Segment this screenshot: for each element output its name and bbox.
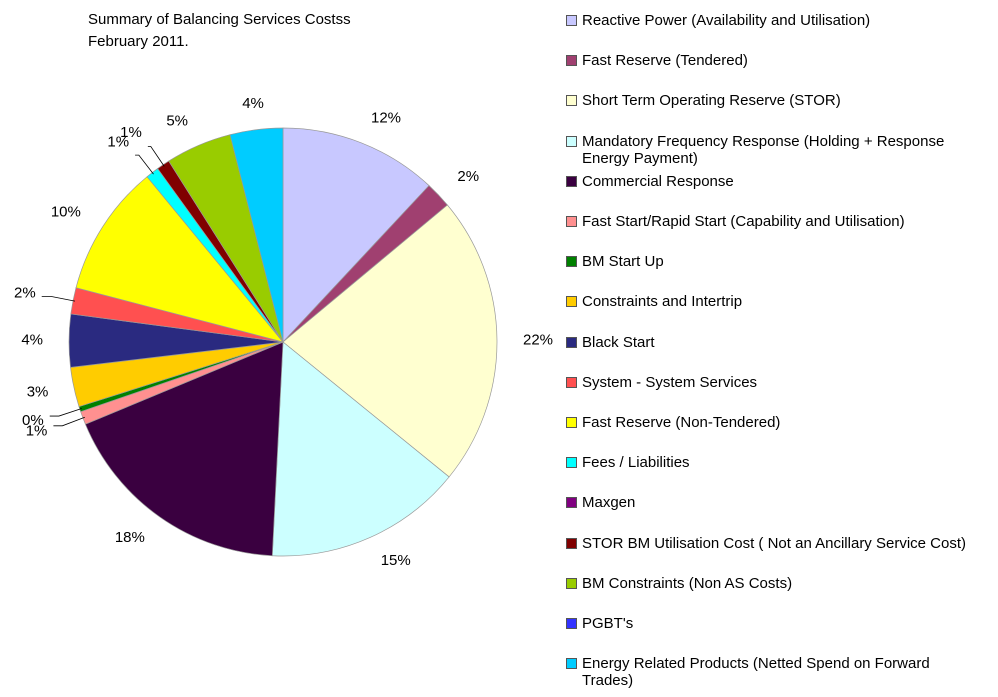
legend-label: Fast Start/Rapid Start (Capability and U… xyxy=(582,213,905,230)
leader-line xyxy=(53,416,85,427)
pie-area: 12%2%22%15%18%1%0%3%4%2%10%1%1%5%4% xyxy=(14,95,553,569)
data-label: 4% xyxy=(21,331,43,348)
data-label: 2% xyxy=(14,284,36,301)
leader-line xyxy=(147,146,165,167)
pie-slice xyxy=(282,127,430,343)
legend-swatch xyxy=(566,15,577,26)
legend-swatch xyxy=(566,216,577,227)
legend-swatch xyxy=(566,497,577,509)
legend-label: Fees / Liabilities xyxy=(582,454,690,472)
data-label: 1% xyxy=(120,124,142,141)
legend-label: System - System Services xyxy=(582,373,758,391)
chart-title: Summary of Balancing Services Costss xyxy=(88,11,351,28)
pie-slice xyxy=(229,127,284,343)
data-label: 18% xyxy=(115,529,145,546)
data-label: 1% xyxy=(26,422,48,439)
legend-swatch xyxy=(566,95,577,107)
legend-swatch xyxy=(566,618,577,629)
legend-label: Maxgen xyxy=(582,494,636,512)
data-label: 1% xyxy=(107,133,129,150)
legend-label: Short Term Operating Reserve (STOR) xyxy=(582,92,841,110)
legend-label: Black Start xyxy=(582,333,655,351)
legend-label: Fast Reserve (Tendered) xyxy=(582,52,748,70)
data-label: 3% xyxy=(27,384,49,401)
legend-label: Fast Reserve (Non-Tendered) xyxy=(582,414,781,431)
data-label: 12% xyxy=(371,110,401,127)
legend-swatch xyxy=(566,577,577,589)
data-label: 22% xyxy=(523,331,553,348)
legend-label: Mandatory Frequency Response (Holding + … xyxy=(582,132,945,167)
data-label: 5% xyxy=(166,113,188,130)
leader-line xyxy=(135,154,154,175)
leader-line xyxy=(49,408,82,417)
legend-swatch xyxy=(566,336,577,348)
data-label: 4% xyxy=(242,95,264,112)
legend-swatch xyxy=(566,658,577,670)
legend-label: STOR BM Utilisation Cost ( Not an Ancill… xyxy=(582,534,967,552)
legend-swatch xyxy=(566,376,577,388)
legend-label: Energy Related Products (Netted Spend on… xyxy=(582,655,930,690)
data-label: 10% xyxy=(51,204,81,221)
pie-slice xyxy=(84,341,284,557)
legend-label: Constraints and Intertrip xyxy=(582,293,743,311)
legend-label: BM Constraints (Non AS Costs) xyxy=(582,574,793,592)
data-label: 2% xyxy=(457,168,479,185)
legend-swatch xyxy=(566,457,577,469)
data-label: 0% xyxy=(22,412,44,429)
legend-swatch xyxy=(566,296,577,308)
leader-line xyxy=(41,296,76,302)
pie-slice xyxy=(75,176,284,343)
legend-swatch xyxy=(566,175,577,187)
legend-swatch xyxy=(566,256,577,268)
pie-slice xyxy=(282,204,498,478)
pie-slice xyxy=(271,341,450,557)
legend-swatch xyxy=(566,55,577,67)
legend-label: Reactive Power (Availability and Utilisa… xyxy=(582,12,871,29)
data-label: 15% xyxy=(381,552,411,569)
legend-label: BM Start Up xyxy=(582,253,664,271)
legend-label: PGBT's xyxy=(582,615,634,632)
legend-swatch xyxy=(566,417,577,428)
legend-label: Commercial Response xyxy=(582,172,734,190)
chart-subtitle: February 2011. xyxy=(88,33,189,50)
legend-swatch xyxy=(566,537,577,549)
legend-swatch xyxy=(566,135,577,147)
